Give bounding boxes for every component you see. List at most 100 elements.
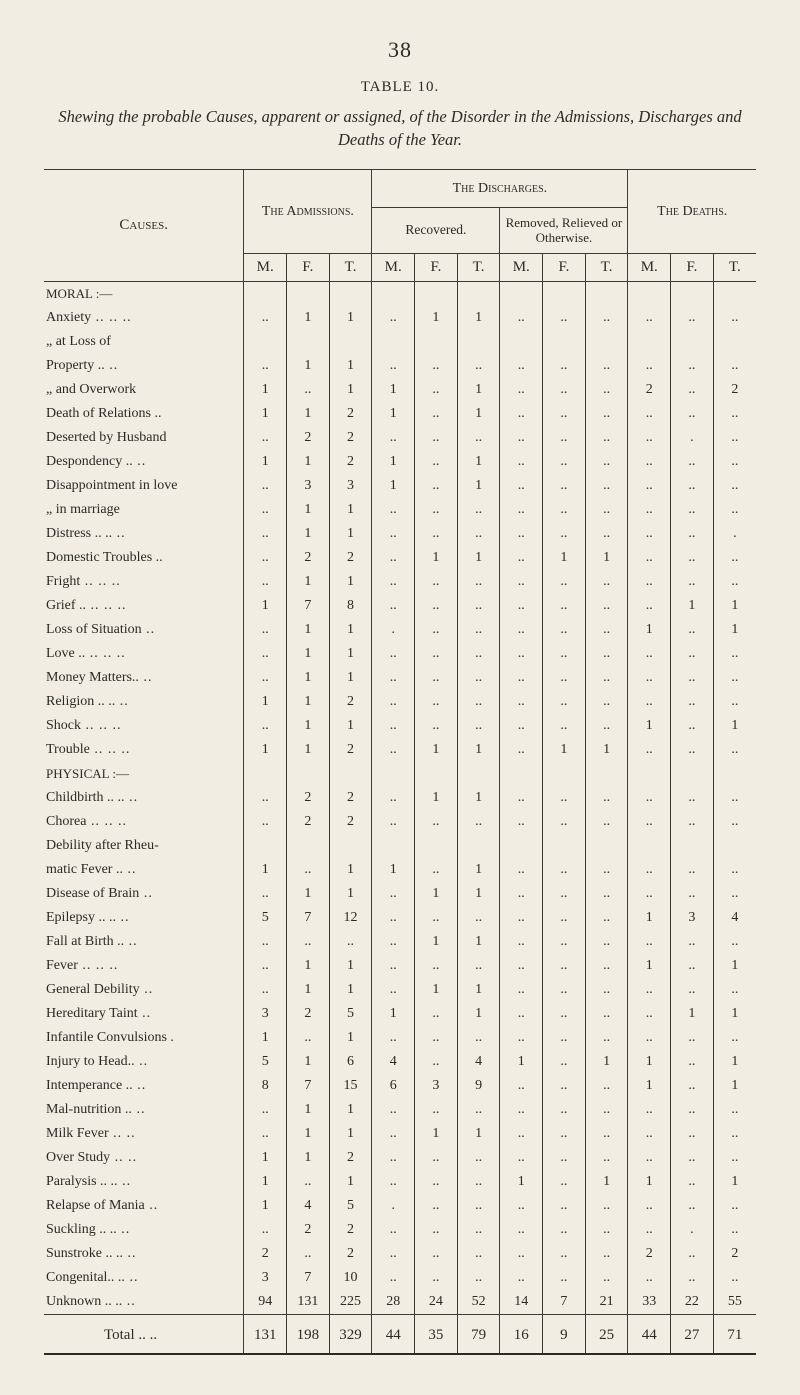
table-cell: 1 [372, 402, 415, 426]
table-cell: .. [500, 402, 543, 426]
table-cell: .. [244, 1122, 287, 1146]
table-cell: 44 [372, 1314, 415, 1353]
table-cell: 1 [287, 666, 330, 690]
table-cell: .. [372, 1122, 415, 1146]
table-cell: 28 [372, 1290, 415, 1314]
table-cell: 198 [287, 1314, 330, 1353]
table-cell: .. [457, 1266, 500, 1290]
table-cell: .. [713, 498, 756, 522]
table-cell: .. [500, 954, 543, 978]
table-cell: .. [415, 810, 458, 834]
table-cell: .. [713, 930, 756, 954]
table-cell: .. [372, 1266, 415, 1290]
table-cell: 1 [415, 882, 458, 906]
table-cell: .. [500, 786, 543, 810]
table-cell: 1 [244, 1146, 287, 1170]
table-cell: 1 [372, 450, 415, 474]
table-cell: .. [415, 714, 458, 738]
table-cell: .. [500, 882, 543, 906]
cause-label: Intemperance .. .. [44, 1074, 244, 1098]
table-cell: .. [671, 306, 714, 330]
table-cell: .. [543, 1074, 586, 1098]
table-cell: .. [415, 642, 458, 666]
table-cell: .. [585, 474, 628, 498]
table-cell: 1 [457, 546, 500, 570]
table-cell: 14 [500, 1290, 543, 1314]
table-label: TABLE 10. [44, 78, 756, 97]
section-label: PHYSICAL :— [44, 762, 244, 786]
table-cell: 1 [457, 402, 500, 426]
table-cell: .. [500, 1194, 543, 1218]
table-cell: 2 [329, 426, 372, 450]
table-cell [244, 762, 287, 786]
table-cell: 1 [329, 618, 372, 642]
table-cell: .. [500, 978, 543, 1002]
table-cell: 1 [287, 1050, 330, 1074]
table-cell [372, 330, 415, 354]
table-cell: .. [457, 570, 500, 594]
table-cell: .. [457, 1242, 500, 1266]
table-cell: 1 [543, 546, 586, 570]
table-row: Trouble .. .. ..112..11..11...... [44, 738, 756, 762]
table-cell: .. [543, 906, 586, 930]
table-cell: .. [543, 1194, 586, 1218]
table-cell [713, 834, 756, 858]
cause-label: Grief .. .. .. .. [44, 594, 244, 618]
table-cell: .. [500, 1074, 543, 1098]
table-cell: .. [457, 954, 500, 978]
table-cell [415, 834, 458, 858]
table-cell: .. [244, 546, 287, 570]
table-cell: 1 [457, 1002, 500, 1026]
table-cell: 1 [287, 522, 330, 546]
table-cell: 1 [329, 978, 372, 1002]
table-cell: .. [244, 666, 287, 690]
hdr-recovered: Recovered. [372, 208, 500, 254]
table-cell: 8 [329, 594, 372, 618]
cause-label: „ in marriage [44, 498, 244, 522]
table-cell: .. [585, 906, 628, 930]
table-cell [244, 834, 287, 858]
table-row: Deserted by Husband..22................. [44, 426, 756, 450]
table-cell: 1 [329, 666, 372, 690]
table-cell: .. [457, 714, 500, 738]
table-cell: .. [500, 930, 543, 954]
table-cell: 1 [372, 378, 415, 402]
table-cell [500, 834, 543, 858]
table-cell: .. [372, 1026, 415, 1050]
table-cell: 52 [457, 1290, 500, 1314]
table-cell: .. [415, 858, 458, 882]
table-cell: 94 [244, 1290, 287, 1314]
table-cell: .. [457, 426, 500, 450]
table-cell: 2 [628, 378, 671, 402]
table-cell: .. [671, 1242, 714, 1266]
table-cell: .. [372, 954, 415, 978]
table-cell [585, 834, 628, 858]
table-caption: Shewing the probable Causes, apparent or… [52, 106, 748, 151]
table-cell: 22 [671, 1290, 714, 1314]
table-cell: 1 [457, 858, 500, 882]
table-cell: 1 [244, 402, 287, 426]
cause-label: Infantile Convulsions . [44, 1026, 244, 1050]
table-cell: .. [244, 618, 287, 642]
table-cell: .. [628, 666, 671, 690]
cause-label: Childbirth .. .. .. [44, 786, 244, 810]
table-cell: .. [244, 978, 287, 1002]
table-cell [585, 762, 628, 786]
causes-table: Causes. The Admissions. The Discharges. … [44, 170, 756, 1355]
table-cell: .. [713, 426, 756, 450]
table-cell: .. [372, 1170, 415, 1194]
table-cell: .. [543, 786, 586, 810]
table-cell: .. [372, 738, 415, 762]
table-cell: .. [671, 1146, 714, 1170]
table-cell: .. [372, 666, 415, 690]
table-cell: 1 [287, 402, 330, 426]
hdr-rem-f: F. [543, 254, 586, 282]
table-cell [671, 330, 714, 354]
table-cell: .. [585, 1002, 628, 1026]
table-cell: 1 [415, 1122, 458, 1146]
table-cell: 2 [329, 450, 372, 474]
table-row: Suckling .. .. ....22................. [44, 1218, 756, 1242]
table-cell: .. [543, 1098, 586, 1122]
table-cell: 2 [329, 402, 372, 426]
table-cell: 1 [500, 1170, 543, 1194]
